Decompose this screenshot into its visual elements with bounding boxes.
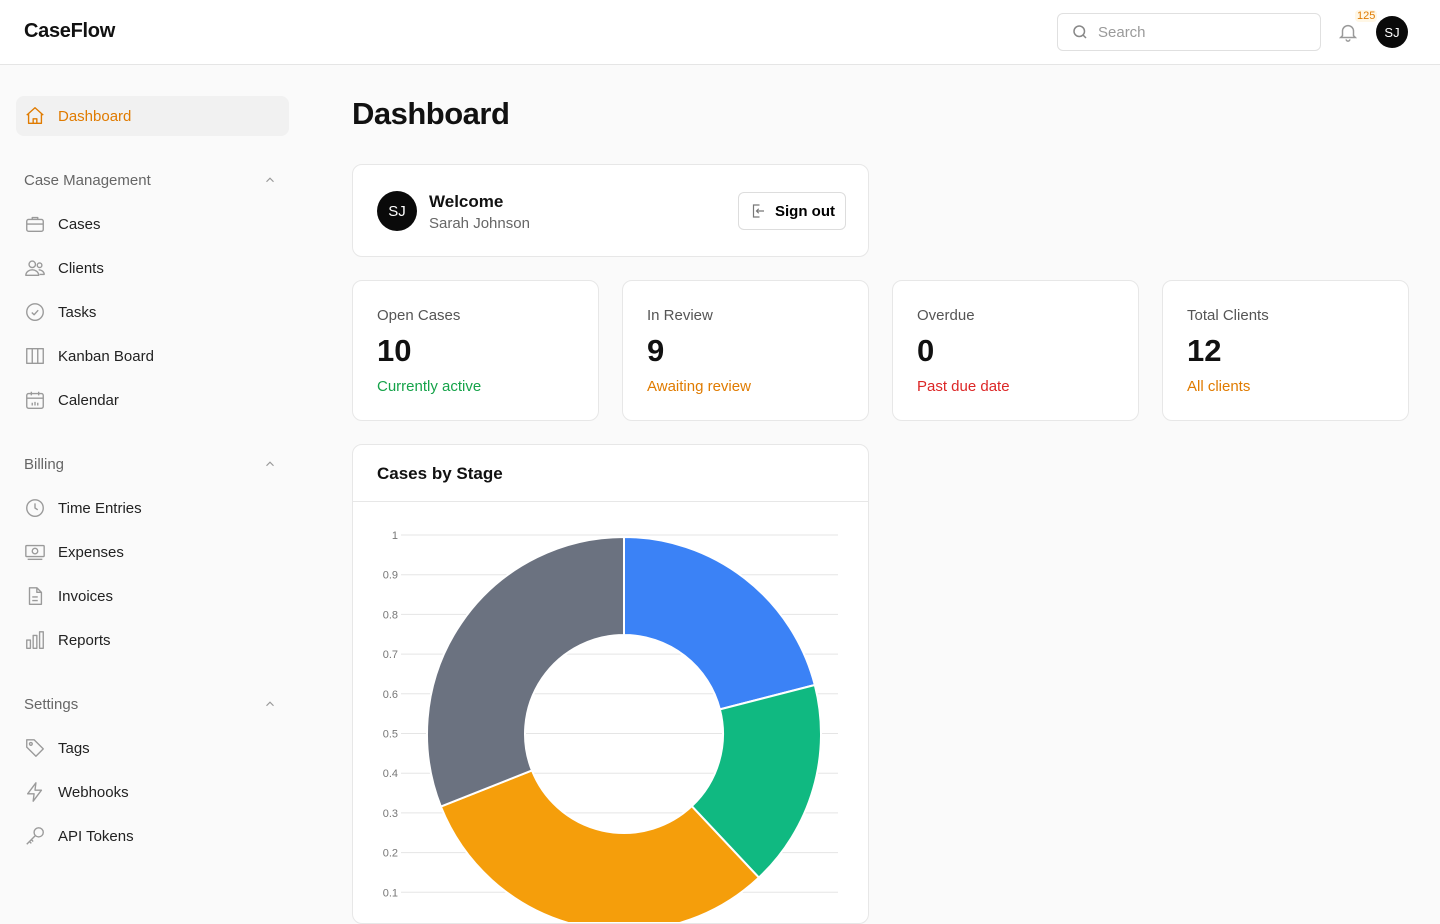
stat-value: 10 [377, 333, 412, 368]
sidebar-item-label: Kanban Board [58, 347, 154, 365]
section-toggle-settings[interactable]: Settings [16, 684, 289, 724]
bar-chart-icon [26, 631, 44, 649]
section-title: Billing [24, 455, 65, 473]
sign-out-button[interactable]: Sign out [738, 192, 846, 230]
columns-icon [26, 347, 44, 365]
sidebar-item-cases[interactable]: Cases [16, 204, 289, 244]
y-tick-label: 1 [392, 530, 398, 542]
y-tick-label: 0.6 [383, 689, 398, 701]
sidebar-item-invoices[interactable]: Invoices [16, 576, 289, 616]
welcome-title: Welcome [429, 192, 504, 211]
chevron-up-icon [266, 701, 274, 707]
sidebar-item-time-entries[interactable]: Time Entries [16, 488, 289, 528]
donut-chart: 1 0.9 0.8 0.7 0.6 0.5 0.4 0.3 0.2 0.1 [383, 530, 838, 922]
calendar-icon [26, 391, 44, 409]
sign-out-icon [752, 204, 764, 218]
sidebar-item-label: Clients [58, 259, 104, 277]
donut-slice-1[interactable] [623, 535, 817, 711]
zap-icon [26, 782, 43, 802]
stat-value: 12 [1187, 333, 1222, 368]
chart-title: Cases by Stage [353, 445, 868, 502]
top-header: CaseFlow 125 SJ [0, 0, 1440, 65]
sidebar-item-reports[interactable]: Reports [16, 620, 289, 660]
search-icon [1073, 25, 1087, 39]
welcome-avatar: SJ [377, 191, 417, 231]
stat-label: Open Cases [377, 307, 461, 324]
stat-card-in-review: In Review 9 Awaiting review [622, 280, 869, 421]
stat-value: 0 [917, 333, 935, 368]
section-title: Settings [24, 695, 79, 713]
stat-subtext: Awaiting review [647, 378, 751, 395]
sidebar-item-tags[interactable]: Tags [16, 728, 289, 768]
chevron-up-icon [266, 177, 274, 183]
page-title: Dashboard [352, 96, 510, 131]
tag-icon [26, 739, 44, 757]
section-title: Case Management [24, 171, 151, 189]
sidebar-item-label: Calendar [58, 391, 119, 409]
y-tick-label: 0.8 [383, 609, 398, 621]
sidebar-item-label: Tags [58, 739, 90, 757]
sidebar-item-label: Webhooks [58, 783, 129, 801]
user-name: Sarah Johnson [429, 215, 530, 232]
stat-card-overdue: Overdue 0 Past due date [892, 280, 1139, 421]
stat-value: 9 [647, 333, 665, 368]
app-logo[interactable]: CaseFlow [24, 20, 115, 42]
sidebar: Dashboard Case Management Cases Clients Task… [16, 96, 289, 860]
stat-card-total-clients: Total Clients 12 All clients [1162, 280, 1409, 421]
y-tick-label: 0.2 [383, 848, 398, 860]
donut-slice-4[interactable] [426, 535, 625, 808]
file-text-icon [28, 587, 43, 605]
stat-label: Total Clients [1187, 307, 1269, 324]
stat-subtext: Past due date [917, 378, 1010, 395]
donut-slice-3[interactable] [439, 769, 761, 922]
cases-by-stage-card: Cases by Stage 1 0.9 0.8 0.7 0.6 0.5 0.4 0.3 0.2… [352, 444, 869, 924]
stat-subtext: All clients [1187, 378, 1251, 395]
stat-subtext: Currently active [377, 378, 482, 395]
sidebar-item-label: Cases [58, 215, 101, 233]
sidebar-item-label: Invoices [58, 587, 114, 605]
briefcase-icon [26, 216, 44, 233]
sign-out-label: Sign out [775, 202, 835, 220]
section-toggle-case-management[interactable]: Case Management [16, 160, 289, 200]
check-circle-icon [26, 303, 44, 321]
y-tick-label: 0.5 [383, 729, 398, 741]
stat-card-open-cases: Open Cases 10 Currently active [352, 280, 599, 421]
sidebar-item-label: API Tokens [58, 827, 134, 845]
key-icon [26, 827, 44, 845]
sidebar-item-label: Time Entries [58, 499, 142, 517]
home-icon [26, 107, 44, 125]
sidebar-item-label: Expenses [58, 543, 124, 561]
sidebar-item-label: Tasks [58, 303, 97, 321]
y-tick-label: 0.7 [383, 649, 398, 661]
search-input[interactable] [1098, 23, 1298, 41]
welcome-card: SJ Welcome Sarah Johnson Sign out [352, 164, 869, 257]
y-tick-label: 0.3 [383, 808, 398, 820]
chevron-up-icon [266, 461, 274, 467]
banknote-icon [25, 544, 45, 561]
search-box[interactable] [1057, 13, 1321, 51]
sidebar-item-calendar[interactable]: Calendar [16, 380, 289, 420]
y-tick-label: 0.9 [383, 570, 398, 582]
sidebar-item-label: Dashboard [58, 107, 132, 125]
sidebar-item-clients[interactable]: Clients [16, 248, 289, 288]
bell-icon[interactable] [1337, 21, 1359, 43]
stat-label: In Review [647, 307, 713, 324]
y-tick-label: 0.1 [383, 887, 398, 899]
clock-icon [26, 499, 44, 517]
section-toggle-billing[interactable]: Billing [16, 444, 289, 484]
sidebar-item-webhooks[interactable]: Webhooks [16, 772, 289, 812]
y-tick-label: 0.4 [383, 768, 398, 780]
user-avatar[interactable]: SJ [1376, 16, 1408, 48]
sidebar-item-tasks[interactable]: Tasks [16, 292, 289, 332]
stat-label: Overdue [917, 307, 975, 324]
users-icon [25, 260, 45, 277]
notification-badge: 125 [1355, 10, 1378, 22]
sidebar-item-api-tokens[interactable]: API Tokens [16, 816, 289, 856]
sidebar-item-expenses[interactable]: Expenses [16, 532, 289, 572]
donut-slice-2[interactable] [690, 683, 822, 880]
sidebar-item-label: Reports [58, 631, 111, 649]
sidebar-item-kanban-board[interactable]: Kanban Board [16, 336, 289, 376]
sidebar-item-dashboard[interactable]: Dashboard [16, 96, 289, 136]
